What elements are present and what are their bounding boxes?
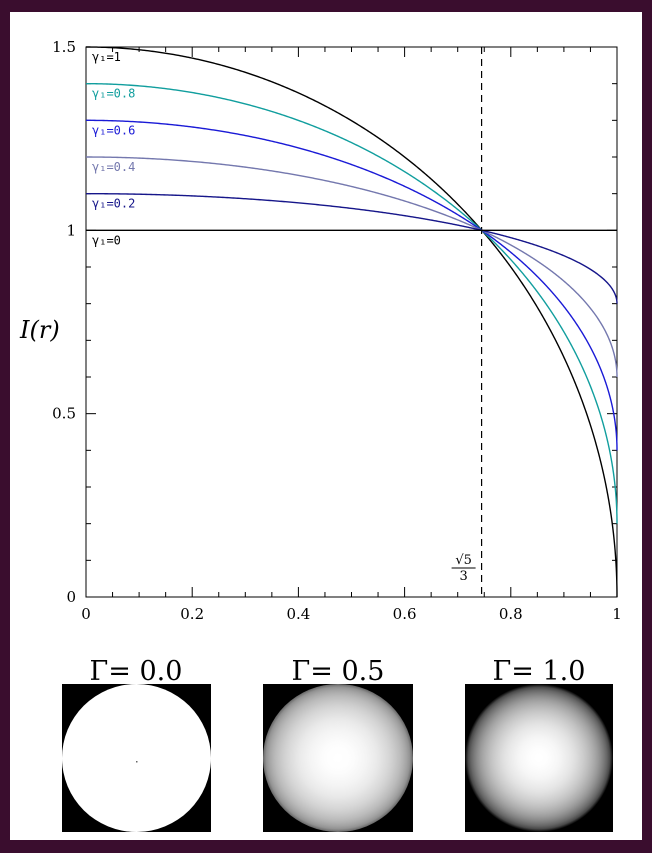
y-axis-label: I(r)	[19, 316, 60, 344]
plot-frame	[85, 46, 618, 598]
x-tick-label: 0.6	[393, 605, 417, 623]
vline-label-numerator: √5	[455, 553, 472, 568]
axis-tick-labels: 0 0.2 0.4 0.6 0.8 1 0 0.5 1 1.5	[52, 38, 622, 623]
series-label: γ₁=0.4	[92, 160, 135, 174]
disk-image	[62, 684, 211, 832]
series-line	[85, 119, 618, 451]
curves	[85, 46, 618, 597]
x-tick-label: 0.2	[180, 605, 204, 623]
vline-label-denominator: 3	[459, 569, 467, 584]
disk-panel: Γ= 0.5	[263, 656, 413, 832]
disk-title: Γ= 1.0	[493, 656, 586, 687]
series-line	[86, 156, 618, 377]
x-tick-label: 0.8	[499, 605, 523, 623]
disk-panel: Γ= 0.0	[62, 656, 211, 832]
y-tick-label: 0.5	[52, 405, 76, 423]
axis-ticks	[85, 46, 618, 598]
sqrt5-over-3-marker: √5 3	[451, 47, 483, 597]
x-tick-label: 0	[81, 605, 91, 623]
disk-image	[465, 684, 613, 832]
y-tick-label: 1	[66, 221, 76, 239]
series-label: γ₁=0	[92, 233, 121, 247]
x-tick-label: 0.4	[286, 605, 310, 623]
series-line	[86, 82, 618, 524]
series-label: γ₁=0.2	[92, 197, 135, 211]
x-tick-label: 1	[612, 605, 622, 623]
figure-svg: 0 0.2 0.4 0.6 0.8 100.511.5 √5 3 γ₁=1γ₁=0.8γ₁…	[19, 38, 622, 832]
disk-title: Γ= 0.5	[292, 656, 385, 687]
series-line	[86, 192, 618, 304]
disk-center-dot	[136, 761, 138, 763]
figure-frame: 0 0.2 0.4 0.6 0.8 1 0 0.5 1 1.5 √5 3 γ₁=1 γ₁=0.8 γ₁…	[10, 12, 642, 840]
y-tick-label: 1.5	[52, 38, 76, 56]
curve-labels: γ₁=1 γ₁=0.8 γ₁=0.6 γ₁=0.4 γ₁=0.2 γ₁=0	[92, 50, 135, 247]
disk-image	[263, 684, 413, 832]
y-tick-label: 0	[66, 588, 76, 606]
disk-title: Γ= 0.0	[90, 656, 183, 687]
series-label: γ₁=0.8	[92, 87, 135, 101]
disk-panel: Γ= 1.0	[465, 656, 613, 832]
series-label: γ₁=1	[92, 50, 121, 64]
plot-area: 0 0.2 0.4 0.6 0.8 100.511.5 √5 3 γ₁=1γ₁=0.8γ₁…	[52, 38, 622, 623]
series-line	[86, 46, 618, 597]
series-label: γ₁=0.6	[92, 123, 135, 137]
disk-panels: Γ= 0.0 Γ= 0.5 Γ= 1.0	[62, 656, 613, 832]
